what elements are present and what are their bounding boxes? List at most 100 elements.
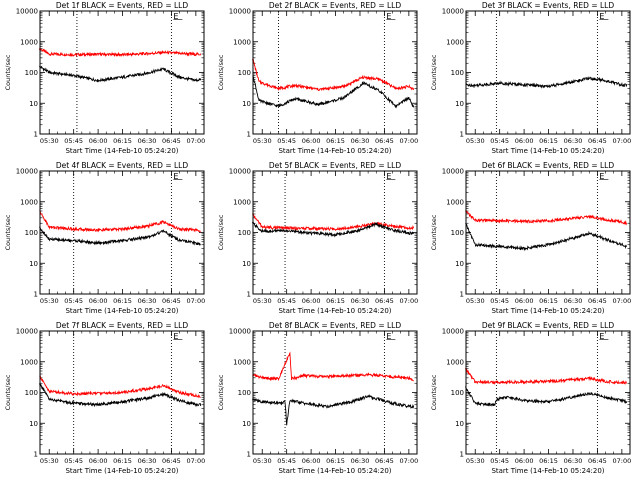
x-tick-label: 06:30	[351, 457, 370, 465]
y-tick-label: 1000	[233, 38, 251, 46]
y-tick-label: 1000	[446, 358, 464, 366]
y-tick-label: 1000	[233, 358, 251, 366]
x-tick-label: 06:45	[375, 297, 394, 305]
x-tick-label: 06:15	[113, 457, 132, 465]
plot-frame	[252, 330, 418, 455]
x-tick-label: 07:00	[612, 297, 631, 305]
y-tick-label: 1	[34, 131, 38, 139]
y-tick-label: 10	[242, 100, 251, 108]
x-axis-label: Start Time (14-Feb-10 05:24:20)	[491, 467, 604, 475]
x-tick-label: 06:45	[162, 457, 181, 465]
x-tick-label: 06:45	[375, 137, 394, 145]
x-tick-label: 06:15	[539, 297, 558, 305]
chart-panel-2: Det 2f BLACK = Events, RED = LLD Counts/s…	[217, 1, 418, 155]
event-marker-label: E	[173, 12, 178, 21]
chart-title: Det 8f BLACK = Events, RED = LLD	[269, 321, 402, 330]
x-tick-label: 06:00	[302, 457, 321, 465]
x-tick-label: 06:00	[89, 457, 108, 465]
y-tick-label: 1	[460, 291, 464, 299]
event-marker-label: E	[599, 172, 604, 181]
x-axis-label: Start Time (14-Feb-10 05:24:20)	[278, 307, 391, 315]
y-tick-label: 10	[29, 420, 38, 428]
y-axis-label: Counts/sec	[217, 374, 225, 410]
y-tick-label: 10000	[442, 168, 464, 176]
y-tick-label: 1	[34, 291, 38, 299]
y-axis-label: Counts/sec	[217, 214, 225, 250]
x-tick-label: 05:30	[466, 297, 485, 305]
y-axis-label: Counts/sec	[430, 374, 438, 410]
x-tick-label: 06:15	[539, 457, 558, 465]
lld-series-line	[39, 47, 202, 58]
x-tick-label: 07:00	[186, 297, 205, 305]
x-tick-label: 06:30	[351, 137, 370, 145]
y-tick-label: 100	[451, 229, 464, 237]
x-tick-label: 05:45	[490, 457, 509, 465]
x-tick-label: 05:30	[466, 457, 485, 465]
plot-frame	[39, 170, 205, 295]
y-tick-label: 10	[455, 420, 464, 428]
y-tick-label: 10000	[229, 168, 251, 176]
chart-title: Det 7f BLACK = Events, RED = LLD	[56, 321, 189, 330]
chart-panel-7: Det 7f BLACK = Events, RED = LLD Counts/s…	[4, 321, 205, 475]
x-tick-label: 06:45	[588, 137, 607, 145]
y-tick-label: 1000	[446, 38, 464, 46]
plot-frame	[465, 170, 631, 295]
event-marker-label: E	[173, 172, 178, 181]
y-tick-label: 1	[34, 451, 38, 459]
x-tick-label: 05:30	[253, 137, 272, 145]
chart-panel-3: Det 3f BLACK = Events, RED = LLD Counts/s…	[430, 1, 631, 155]
x-tick-label: 07:00	[612, 457, 631, 465]
x-tick-label: 05:45	[277, 457, 296, 465]
plot-frame	[465, 10, 631, 135]
x-tick-label: 05:45	[64, 297, 83, 305]
x-tick-label: 06:00	[89, 297, 108, 305]
lld-series-line	[39, 375, 201, 399]
y-tick-label: 10000	[16, 8, 38, 16]
x-tick-label: 05:45	[490, 137, 509, 145]
y-tick-label: 1	[247, 291, 251, 299]
x-tick-label: 06:45	[162, 137, 181, 145]
events-series-line	[465, 76, 628, 89]
chart-panel-6: Det 6f BLACK = Events, RED = LLD Counts/s…	[430, 161, 631, 315]
y-tick-label: 10000	[442, 8, 464, 16]
plot-frame	[252, 170, 418, 295]
y-tick-label: 1	[460, 131, 464, 139]
x-tick-label: 05:30	[253, 457, 272, 465]
x-tick-label: 06:15	[113, 137, 132, 145]
y-tick-label: 10	[29, 100, 38, 108]
x-tick-label: 06:00	[89, 137, 108, 145]
x-tick-label: 06:00	[515, 137, 534, 145]
chart-title: Det 5f BLACK = Events, RED = LLD	[269, 161, 402, 170]
events-series-line	[252, 72, 415, 109]
y-tick-label: 10	[455, 100, 464, 108]
x-tick-label: 05:30	[40, 137, 59, 145]
x-tick-label: 05:30	[40, 457, 59, 465]
chart-panel-5: Det 5f BLACK = Events, RED = LLD Counts/s…	[217, 161, 418, 315]
x-tick-label: 05:45	[64, 137, 83, 145]
lld-series-line	[252, 213, 415, 232]
x-axis-label: Start Time (14-Feb-10 05:24:20)	[65, 467, 178, 475]
x-tick-label: 06:30	[138, 297, 157, 305]
x-axis-label: Start Time (14-Feb-10 05:24:20)	[65, 307, 178, 315]
x-tick-label: 05:30	[40, 297, 59, 305]
x-tick-label: 05:45	[277, 297, 296, 305]
events-series-line	[252, 221, 415, 238]
chart-panel-1: Det 1f BLACK = Events, RED = LLD Counts/s…	[4, 1, 205, 155]
chart-title: Det 9f BLACK = Events, RED = LLD	[482, 321, 615, 330]
y-tick-label: 1	[247, 451, 251, 459]
x-tick-label: 06:00	[515, 297, 534, 305]
x-tick-label: 06:15	[326, 297, 345, 305]
y-axis-label: Counts/sec	[4, 374, 12, 410]
y-tick-label: 10	[29, 260, 38, 268]
lld-series-line	[252, 58, 415, 92]
chart-panel-9: Det 9f BLACK = Events, RED = LLD Counts/s…	[430, 321, 631, 475]
x-tick-label: 06:00	[302, 137, 321, 145]
x-tick-label: 06:45	[588, 297, 607, 305]
event-marker-label: E	[386, 332, 391, 341]
y-tick-label: 10	[242, 260, 251, 268]
chart-title: Det 3f BLACK = Events, RED = LLD	[482, 1, 615, 10]
x-tick-label: 06:30	[564, 297, 583, 305]
y-tick-label: 100	[25, 229, 38, 237]
y-tick-label: 100	[25, 389, 38, 397]
y-tick-label: 100	[451, 389, 464, 397]
